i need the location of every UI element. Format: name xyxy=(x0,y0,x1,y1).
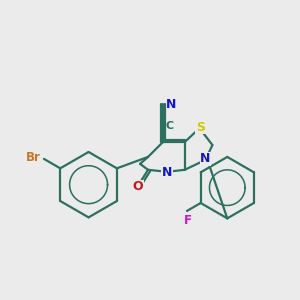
Text: N: N xyxy=(166,98,176,111)
Text: Br: Br xyxy=(26,152,41,164)
Text: S: S xyxy=(196,121,205,134)
Text: C: C xyxy=(166,121,174,131)
Text: F: F xyxy=(184,214,192,227)
Text: O: O xyxy=(133,180,143,193)
Text: N: N xyxy=(162,166,172,179)
Text: N: N xyxy=(200,152,211,165)
